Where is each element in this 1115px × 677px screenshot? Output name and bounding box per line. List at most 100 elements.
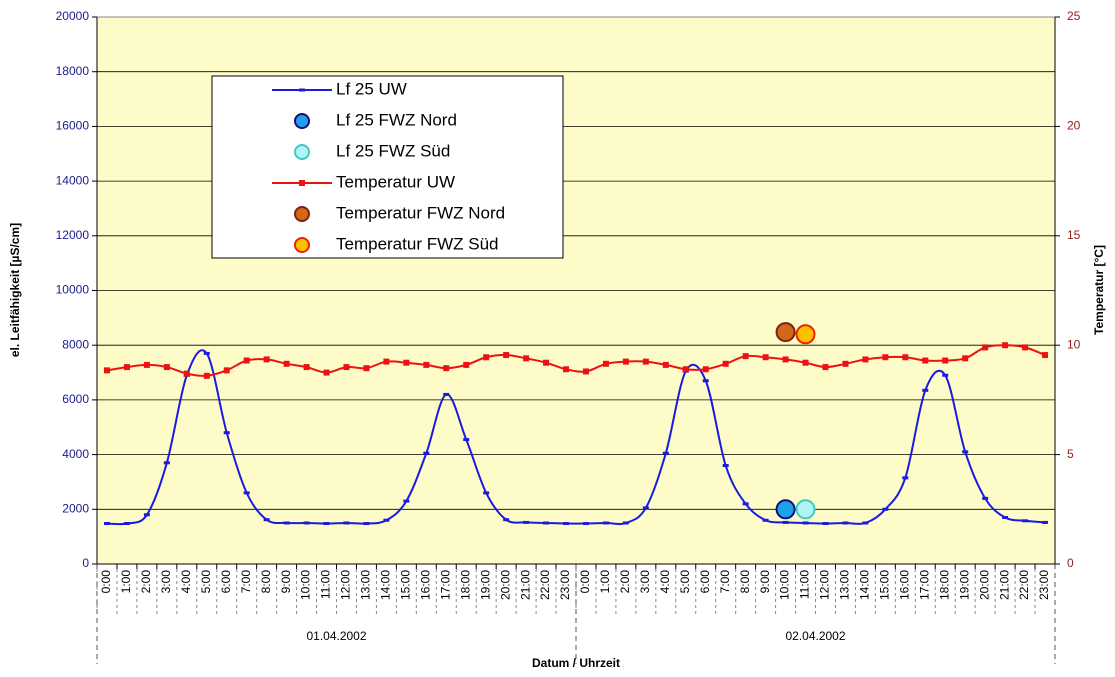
data-point [283,360,290,367]
x-tick-label: 22:00 [1017,570,1031,600]
data-point [962,450,969,454]
x-tick-label: 15:00 [399,570,413,600]
data-point [423,361,430,368]
y2-tick-label: 15 [1067,228,1081,242]
data-point [403,359,410,366]
x-tick-label: 9:00 [279,570,293,594]
x-tick-label: 2:00 [139,570,153,594]
x-tick-label: 10:00 [778,570,792,600]
x-tick-label: 19:00 [957,570,971,600]
data-point [662,361,669,368]
x-tick-label: 17:00 [438,570,452,600]
data-point [303,521,310,525]
x-tick-label: 3:00 [638,570,652,594]
x-tick-label: 7:00 [718,570,732,594]
x-tick-label: 17:00 [917,570,931,600]
y2-tick-label: 0 [1067,556,1074,570]
data-point [702,379,709,383]
data-point [143,513,150,517]
y2-tick-label: 25 [1067,9,1081,23]
y-tick-label: 12000 [56,228,90,242]
group-label: 01.04.2002 [306,629,366,643]
legend-label: Temperatur UW [336,172,455,191]
x-tick-label: 20:00 [977,570,991,600]
y-tick-label: 18000 [56,64,90,78]
data-point [602,360,609,367]
x-tick-label: 4:00 [658,570,672,594]
y-tick-label: 8000 [62,337,89,351]
data-point [802,521,809,525]
x-tick-label: 21:00 [997,570,1011,600]
group-label: 02.04.2002 [785,629,845,643]
data-point [775,499,796,520]
data-point [103,522,110,526]
data-point [602,521,609,525]
data-point [543,359,550,366]
data-point [822,522,829,526]
data-point [363,522,370,526]
data-point [343,364,350,371]
legend-label: Temperatur FWZ Nord [336,203,505,222]
x-tick-label: 8:00 [738,570,752,594]
data-point [775,322,796,343]
x-tick-label: 1:00 [598,570,612,594]
data-point [862,356,869,363]
x-tick-label: 13:00 [359,570,373,600]
data-point [702,366,709,373]
x-tick-label: 2:00 [618,570,632,594]
x-tick-label: 21:00 [518,570,532,600]
data-point [243,357,250,364]
x-tick-label: 10:00 [299,570,313,600]
data-point [822,364,829,371]
y-axis-title: el. Leitfähigkeit [µS/cm] [8,223,22,357]
x-tick-label: 3:00 [159,570,173,594]
data-point [962,355,969,362]
data-point [622,521,629,525]
data-point [383,358,390,365]
legend-label: Lf 25 FWZ Nord [336,110,457,129]
x-tick-label: 11:00 [798,570,812,599]
data-point [1042,520,1049,524]
y-tick-label: 14000 [56,173,90,187]
data-point [343,521,350,525]
data-point [163,364,170,371]
data-point [263,356,270,363]
data-point [802,359,809,366]
x-tick-label: 1:00 [119,570,133,594]
y-tick-label: 10000 [56,283,90,297]
data-point [782,520,789,524]
data-point [423,451,430,455]
x-tick-label: 23:00 [1037,570,1051,600]
x-tick-label: 5:00 [678,570,692,594]
data-point [243,491,250,495]
data-point [942,373,949,377]
data-point [1042,352,1049,359]
data-point [103,367,110,374]
legend-label: Lf 25 UW [336,79,407,98]
x-tick-label: 9:00 [758,570,772,594]
data-point [982,344,989,351]
data-point [1002,516,1009,520]
y-tick-label: 6000 [62,392,89,406]
data-point [682,366,689,373]
x-tick-label: 23:00 [558,570,572,600]
data-point [263,518,270,522]
data-point [762,354,769,361]
legend-marker [299,88,305,92]
data-point [363,365,370,372]
data-point [795,499,816,520]
x-tick-label: 0:00 [99,570,113,594]
x-tick-label: 20:00 [498,570,512,600]
data-point [582,522,589,526]
data-point [403,499,410,503]
x-tick-label: 18:00 [458,570,472,600]
data-point [722,360,729,367]
y2-tick-label: 10 [1067,337,1081,351]
data-point [523,520,530,524]
x-tick-label: 13:00 [838,570,852,600]
data-point [143,361,150,368]
data-point [642,358,649,365]
data-point [123,522,130,526]
y2-axis-title: Temperatur [°C] [1092,245,1106,335]
data-point [842,360,849,367]
